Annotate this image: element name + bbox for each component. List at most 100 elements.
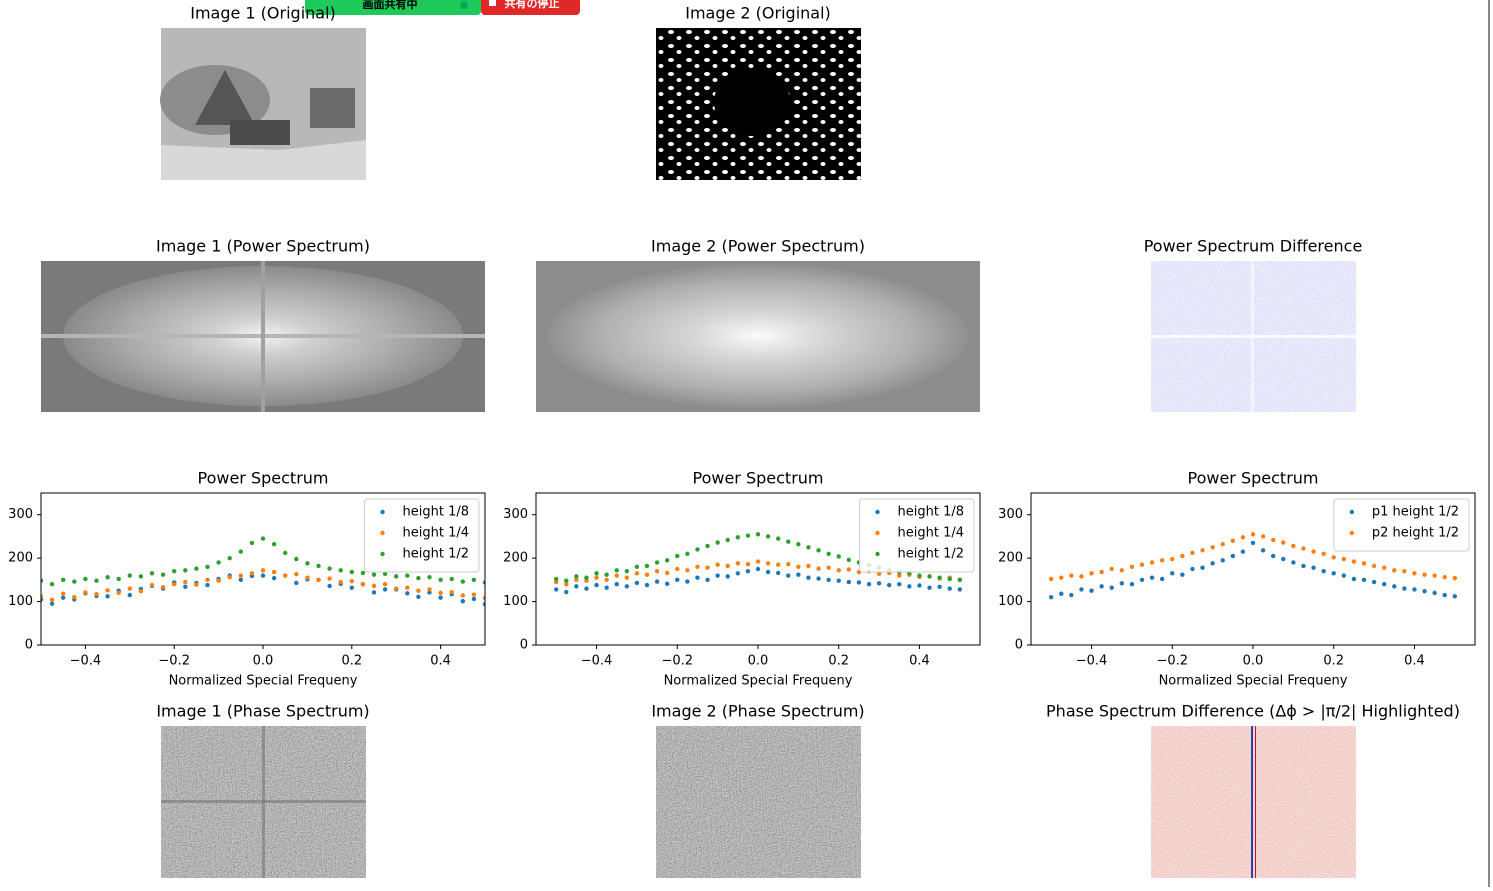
panel-title: Image 1 (Power Spectrum)	[156, 237, 370, 256]
point	[1170, 571, 1175, 576]
point	[1250, 532, 1256, 537]
point	[271, 569, 277, 575]
point	[876, 571, 882, 576]
plot-points	[1048, 532, 1458, 600]
point	[876, 581, 882, 586]
stop-share-button[interactable]	[481, 0, 580, 15]
point	[1230, 553, 1236, 559]
point	[1099, 569, 1104, 575]
legend-box	[1333, 498, 1470, 552]
point	[1311, 549, 1316, 554]
point	[715, 540, 720, 545]
power-spectrum-image-1	[41, 261, 485, 412]
point	[765, 561, 771, 566]
point	[1452, 575, 1458, 581]
x-axis-label: Normalized Special Frequeny	[169, 674, 358, 689]
point	[460, 598, 465, 604]
legend-marker	[1349, 509, 1355, 515]
point	[806, 563, 811, 569]
point	[675, 553, 680, 559]
y-tick-label: 0	[520, 638, 528, 653]
point	[745, 533, 751, 538]
y-tick-label: 0	[1015, 638, 1023, 653]
point	[664, 558, 670, 563]
point	[1260, 548, 1266, 553]
point	[1220, 558, 1225, 563]
y-tick-label: 0	[25, 638, 33, 653]
point	[471, 577, 477, 583]
point	[594, 575, 599, 580]
point	[816, 566, 821, 571]
point	[1422, 572, 1427, 577]
point	[41, 578, 44, 583]
point	[644, 582, 650, 588]
point	[1059, 591, 1064, 596]
point	[94, 591, 99, 597]
point	[216, 578, 221, 583]
point	[957, 587, 963, 592]
point	[149, 582, 155, 588]
point	[1149, 560, 1155, 565]
chart-title: Power Spectrum	[1188, 469, 1319, 488]
panel-title: Image 1 (Phase Spectrum)	[156, 702, 369, 721]
point	[695, 575, 700, 580]
point	[614, 582, 619, 587]
legend-marker	[380, 509, 385, 515]
axes-frame	[40, 492, 486, 646]
point	[1180, 572, 1185, 577]
point	[796, 572, 801, 577]
y-tick-label: 200	[998, 551, 1023, 566]
legend-label: height 1/8	[403, 505, 470, 520]
point	[1220, 542, 1225, 547]
point	[371, 583, 377, 589]
point	[604, 585, 609, 590]
point	[438, 595, 443, 600]
point	[1250, 540, 1256, 546]
point	[836, 578, 841, 583]
point	[927, 585, 932, 590]
point	[584, 578, 589, 583]
point	[1109, 585, 1114, 590]
point	[1422, 588, 1427, 594]
x-tick-label: 0.2	[828, 654, 849, 669]
point	[83, 590, 88, 595]
axes-frame	[1030, 492, 1476, 646]
legend-box	[859, 498, 975, 573]
point	[116, 590, 121, 596]
point	[624, 575, 630, 580]
stop-share-label[interactable]: 共有の停止	[505, 0, 560, 10]
point	[1190, 550, 1195, 556]
point	[283, 573, 288, 578]
point	[160, 572, 166, 577]
point	[947, 576, 952, 582]
point	[105, 575, 110, 580]
point	[1240, 535, 1246, 540]
phase-spectrum-image-1	[161, 726, 366, 878]
point	[644, 572, 650, 577]
x-tick-label: −0.2	[158, 654, 190, 669]
chart-title: Power Spectrum	[693, 469, 824, 488]
point	[1331, 571, 1336, 576]
point	[897, 573, 902, 578]
point	[897, 582, 902, 587]
x-tick-label: −0.2	[1156, 654, 1188, 669]
point	[1149, 575, 1155, 580]
legend-marker	[1349, 530, 1355, 536]
point	[1119, 581, 1125, 586]
legend-label: height 1/2	[898, 547, 965, 562]
point	[574, 577, 579, 583]
point	[116, 576, 121, 582]
point	[194, 582, 199, 587]
x-tick-label: −0.2	[661, 654, 693, 669]
point	[127, 586, 132, 591]
share-status: 画面共有中	[363, 0, 418, 11]
image-original-2	[656, 28, 861, 180]
point	[1069, 592, 1074, 598]
point	[416, 594, 421, 599]
point	[416, 575, 421, 581]
chart-title: Power Spectrum	[198, 469, 329, 488]
point	[460, 579, 465, 584]
point	[1392, 584, 1397, 589]
